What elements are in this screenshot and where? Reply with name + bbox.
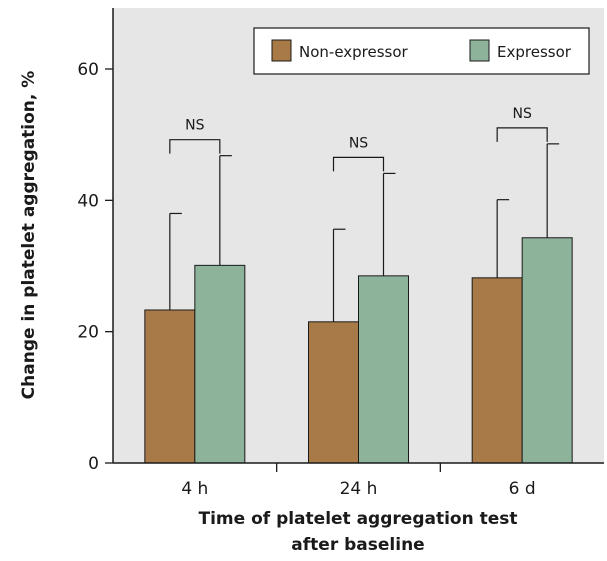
bar-expressor-6-d xyxy=(521,237,573,464)
bar-expressor-24-h xyxy=(358,275,409,464)
y-axis-title: Change in platelet aggregation, % xyxy=(19,71,39,400)
legend-label-expressor: Expressor xyxy=(497,43,572,61)
legend-swatch-non-expressor xyxy=(271,39,292,62)
x-axis-title-line-2: after baseline xyxy=(291,535,424,555)
y-tick-label-60: 60 xyxy=(77,60,99,80)
significance-label-6-d: NS xyxy=(512,106,531,122)
y-tick-label-0: 0 xyxy=(88,454,99,474)
bar-non-expressor-6-d xyxy=(471,277,523,464)
significance-bracket-4-h xyxy=(169,139,221,154)
legend-swatch-expressor xyxy=(469,39,490,62)
legend-label-non-expressor: Non-expressor xyxy=(299,43,409,61)
legend: Non-expressor Expressor xyxy=(253,27,590,75)
significance-bracket-24-h xyxy=(332,156,385,172)
y-tick-label-20: 20 xyxy=(77,323,99,343)
x-tick-label-24-h: 24 h xyxy=(340,479,378,499)
significance-bracket-6-d xyxy=(496,127,548,142)
y-tick-label-40: 40 xyxy=(77,191,99,211)
significance-label-24-h: NS xyxy=(349,135,368,151)
bar-expressor-4-h xyxy=(194,264,246,464)
x-axis-title-line-1: Time of platelet aggregation test xyxy=(198,509,517,529)
x-tick-label-4-h: 4 h xyxy=(181,479,208,499)
bar-non-expressor-24-h xyxy=(308,321,359,464)
significance-label-4-h: NS xyxy=(185,118,204,134)
x-tick-label-6-d: 6 d xyxy=(509,479,536,499)
legend-box xyxy=(253,27,590,75)
bar-non-expressor-4-h xyxy=(144,309,196,464)
